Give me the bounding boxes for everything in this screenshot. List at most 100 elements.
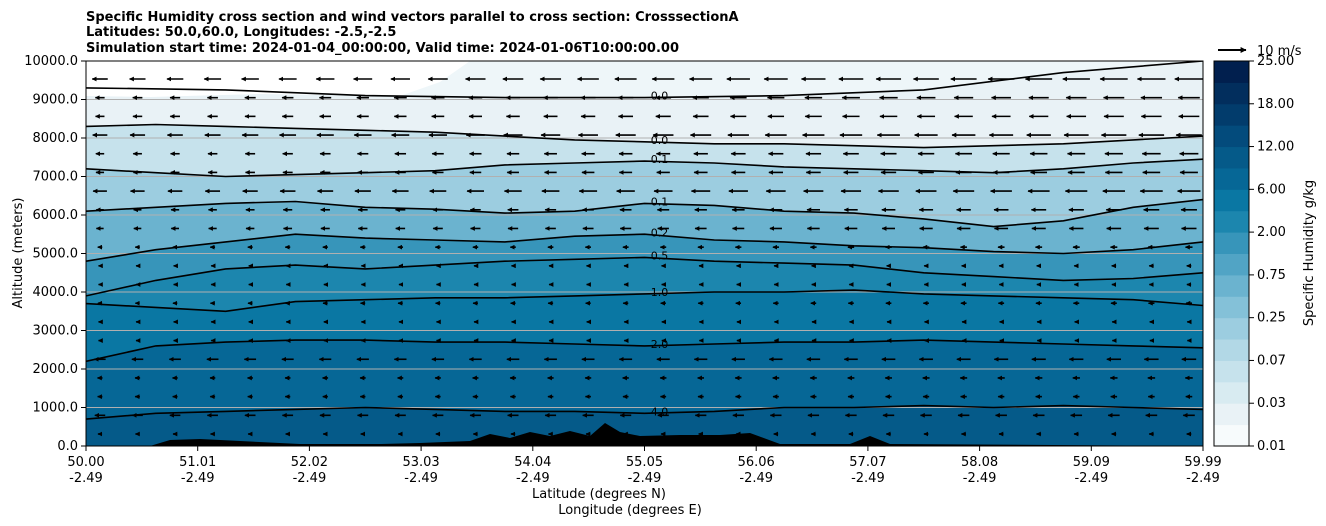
contour-line bbox=[86, 256, 1203, 297]
colorbar-tick-label: 0.75 bbox=[1257, 268, 1286, 283]
x-tick-label-lon: -2.49 bbox=[628, 471, 662, 486]
contour-line bbox=[86, 198, 1203, 228]
y-tick-label: 6000.0 bbox=[33, 208, 79, 223]
y-tick-label: 4000.0 bbox=[33, 285, 79, 300]
x-tick-label-lon: -2.49 bbox=[181, 471, 215, 486]
colorbar-segment bbox=[1214, 253, 1249, 276]
x-tick-label-lat: 58.08 bbox=[961, 455, 998, 470]
colorbar-tick-label: 6.00 bbox=[1257, 182, 1286, 197]
contour-line bbox=[86, 404, 1203, 420]
x-tick-label-lon: -2.49 bbox=[1186, 471, 1220, 486]
x-tick-label-lat: 59.09 bbox=[1073, 455, 1110, 470]
contour-label: 1.0 bbox=[651, 286, 669, 299]
colorbar-segment bbox=[1214, 296, 1249, 319]
terrain bbox=[86, 423, 1203, 446]
quiver-key-label: 10 m/s bbox=[1257, 44, 1302, 59]
contour-line bbox=[86, 289, 1203, 313]
y-tick-label: 7000.0 bbox=[33, 170, 79, 185]
colorbar-tick-label: 0.25 bbox=[1257, 311, 1286, 326]
contour-line bbox=[86, 158, 1203, 178]
y-axis: 0.0 1000.0 2000.0 3000.0 4000.0 5000.0 6000.0 7… bbox=[24, 54, 86, 454]
colorbar-tick-label: 12.00 bbox=[1257, 140, 1294, 155]
humidity-band bbox=[86, 290, 1203, 362]
title-line-2: Latitudes: 50.0,60.0, Longitudes: -2.5,-… bbox=[86, 25, 396, 40]
humidity-band bbox=[86, 257, 1203, 312]
y-tick-label: 5000.0 bbox=[33, 247, 79, 262]
colorbar-segment bbox=[1214, 403, 1249, 426]
colorbar-segment bbox=[1214, 317, 1249, 340]
colorbar-segment bbox=[1214, 210, 1249, 233]
wind-vectors bbox=[91, 76, 1203, 437]
contour-label: 0.0 bbox=[651, 90, 669, 103]
contour-label: 0.1 bbox=[651, 153, 669, 166]
x-tick-label-lon: -2.49 bbox=[1074, 471, 1108, 486]
colorbar-tick-label: 0.01 bbox=[1257, 439, 1286, 454]
x-tick-label-lat: 54.04 bbox=[514, 455, 551, 470]
humidity-band bbox=[86, 61, 1203, 148]
colorbar-tick-label: 0.07 bbox=[1257, 353, 1286, 368]
y-tick-label: 9000.0 bbox=[33, 93, 79, 108]
colorbar-tick-label: 25.00 bbox=[1257, 54, 1294, 69]
plot-area: 0.00.00.10.10.20.51.02.04.0 bbox=[86, 61, 1203, 446]
contour-label: 2.0 bbox=[651, 338, 669, 351]
colorbar-segment bbox=[1214, 232, 1249, 254]
colorbar-segment bbox=[1214, 381, 1249, 404]
colorbar-segment bbox=[1214, 146, 1249, 169]
colorbar-segment bbox=[1214, 274, 1249, 297]
title-line-3: Simulation start time: 2024-01-04_00:00:… bbox=[86, 41, 679, 56]
colorbar-segment bbox=[1214, 82, 1249, 105]
colorbar-frame bbox=[1213, 60, 1250, 447]
contour-label: 0.1 bbox=[651, 195, 669, 208]
y-tick-label: 1000.0 bbox=[33, 401, 79, 416]
colorbar-segment bbox=[1214, 189, 1249, 212]
colorbar: 0.01 0.03 0.07 0.25 0.75 2.00 6.00 12.00 18.00 25… bbox=[1214, 54, 1294, 454]
colorbar-segment bbox=[1214, 360, 1249, 383]
y-tick-label: 0.0 bbox=[57, 439, 78, 454]
y-tick-label: 10000.0 bbox=[24, 54, 78, 69]
x-tick-label-lat: 52.02 bbox=[291, 455, 328, 470]
colorbar-segment bbox=[1214, 125, 1249, 148]
x-tick-label-lat: 55.05 bbox=[626, 455, 663, 470]
contour-label: 4.0 bbox=[651, 405, 669, 418]
x-tick-label-lat: 53.03 bbox=[402, 455, 439, 470]
contour-line bbox=[86, 123, 1203, 149]
colorbar-segment bbox=[1214, 424, 1249, 447]
horizontal-grid bbox=[86, 99, 1203, 408]
contour-label: 0.2 bbox=[651, 226, 669, 239]
x-tick-label-lon: -2.49 bbox=[293, 471, 327, 486]
x-axis-label-lat: Latitude (degrees N) bbox=[532, 487, 666, 502]
x-tick-label-lat: 57.07 bbox=[849, 455, 886, 470]
colorbar-tick-label: 18.00 bbox=[1257, 97, 1294, 112]
contour-line bbox=[86, 61, 1203, 99]
dry-region bbox=[86, 61, 470, 97]
x-tick-label-lon: -2.49 bbox=[69, 471, 103, 486]
colorbar-segment bbox=[1214, 167, 1249, 190]
x-tick-label-lat: 59.99 bbox=[1184, 455, 1221, 470]
x-tick-label-lat: 50.00 bbox=[67, 455, 104, 470]
y-axis-label: Altitude (meters) bbox=[11, 198, 26, 309]
x-tick-label-lat: 51.01 bbox=[179, 455, 216, 470]
contour-line bbox=[86, 233, 1203, 262]
x-axis-label-lon: Longitude (degrees E) bbox=[558, 503, 702, 518]
colorbar-tick-label: 2.00 bbox=[1257, 225, 1286, 240]
x-tick-label-lon: -2.49 bbox=[739, 471, 773, 486]
humidity-band bbox=[86, 234, 1203, 296]
colorbar-segment bbox=[1214, 103, 1249, 126]
humidity-contours: 0.00.00.10.10.20.51.02.04.0 bbox=[86, 61, 1203, 420]
x-axis: 50.00-2.4951.01-2.4952.02-2.4953.03-2.49… bbox=[67, 446, 1222, 486]
y-tick-label: 3000.0 bbox=[33, 324, 79, 339]
terrain-fill bbox=[86, 423, 1203, 446]
y-tick-label: 2000.0 bbox=[33, 362, 79, 377]
y-tick-label: 8000.0 bbox=[33, 131, 79, 146]
colorbar-tick-label: 0.03 bbox=[1257, 396, 1286, 411]
colorbar-label: Specific Humidity g/kg bbox=[1302, 180, 1317, 326]
x-tick-label-lon: -2.49 bbox=[516, 471, 550, 486]
x-tick-label-lon: -2.49 bbox=[963, 471, 997, 486]
x-tick-label-lon: -2.49 bbox=[404, 471, 438, 486]
contour-label: 0.5 bbox=[651, 249, 669, 262]
x-tick-label-lat: 56.06 bbox=[738, 455, 775, 470]
title-line-1: Specific Humidity cross section and wind… bbox=[86, 10, 739, 25]
x-tick-label-lon: -2.49 bbox=[851, 471, 885, 486]
colorbar-segment bbox=[1214, 61, 1249, 83]
